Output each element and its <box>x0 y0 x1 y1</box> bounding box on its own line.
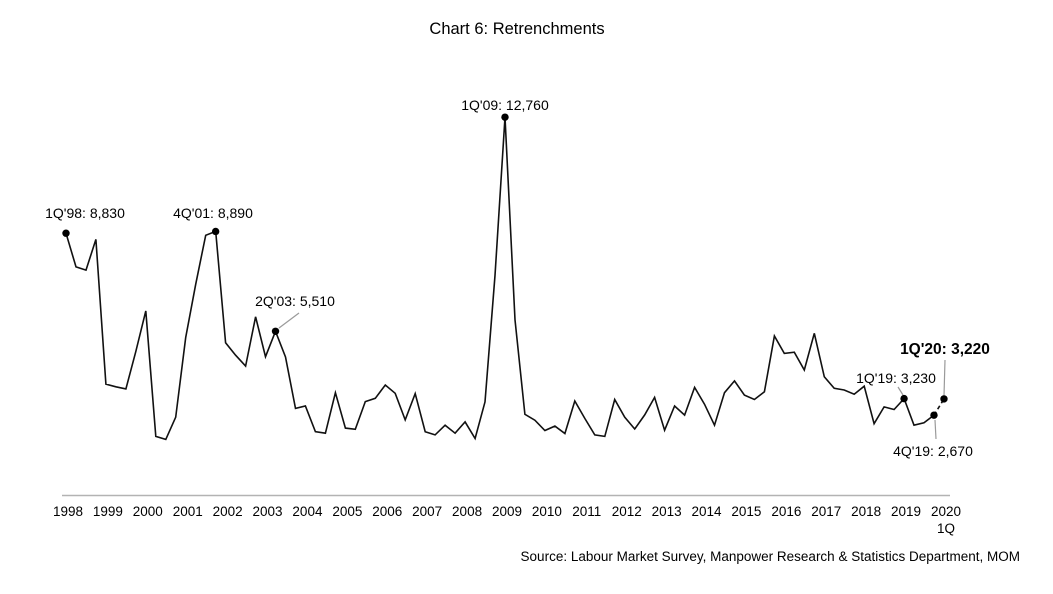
x-axis-label-2004: 2004 <box>292 504 323 519</box>
x-axis-label-2003: 2003 <box>253 504 283 519</box>
x-axis-label-2006: 2006 <box>372 504 402 519</box>
data-point-marker-1q09 <box>501 113 509 121</box>
x-axis-label-2019: 2019 <box>891 504 921 519</box>
x-axis-label-2005: 2005 <box>332 504 362 519</box>
data-point-marker-4q19 <box>930 411 938 419</box>
annotation-label-1q19: 1Q'19: 3,230 <box>856 370 936 386</box>
x-axis-label-2013: 2013 <box>652 504 682 519</box>
x-axis-label-2011: 2011 <box>572 504 601 519</box>
annotation-label-1q20: 1Q'20: 3,220 <box>900 341 990 358</box>
x-axis-label-2018: 2018 <box>851 504 881 519</box>
x-axis-label-2014: 2014 <box>692 504 723 519</box>
data-point-marker-1q98 <box>62 229 70 237</box>
x-axis-label-2009: 2009 <box>492 504 522 519</box>
x-axis-label-2000: 2000 <box>133 504 163 519</box>
x-axis-label-2012: 2012 <box>612 504 642 519</box>
x-axis-label-2001: 2001 <box>173 504 203 519</box>
annotation-label-4q01: 4Q'01: 8,890 <box>173 205 253 221</box>
x-axis-label-2010: 2010 <box>532 504 562 519</box>
x-axis-label-2007: 2007 <box>412 504 442 519</box>
leader-line-4q19 <box>934 419 937 440</box>
source-text: Source: Labour Market Survey, Manpower R… <box>520 549 1020 564</box>
chart-title: Chart 6: Retrenchments <box>429 20 605 38</box>
x-axis-label-1999: 1999 <box>93 504 123 519</box>
annotation-label-1q98: 1Q'98: 8,830 <box>45 205 125 221</box>
data-point-marker-1q20 <box>940 395 948 403</box>
leader-line-1q20 <box>943 359 946 397</box>
x-axis-label-2016: 2016 <box>771 504 801 519</box>
data-point-marker-1q19 <box>900 394 908 403</box>
x-axis-sub-label: 1Q <box>937 521 955 536</box>
x-axis-label-2020: 2020 <box>931 504 961 519</box>
x-axis-label-2017: 2017 <box>811 504 841 519</box>
data-point-marker-2q03 <box>271 327 280 335</box>
data-point-marker-4q01 <box>211 227 220 236</box>
x-axis-label-2008: 2008 <box>452 504 482 519</box>
x-axis-label-2002: 2002 <box>213 504 243 519</box>
leader-line-1q19 <box>897 386 904 396</box>
x-axis-label-2015: 2015 <box>731 504 761 519</box>
leader-line-2q03 <box>278 312 300 329</box>
annotation-label-1q09: 1Q'09: 12,760 <box>461 97 549 113</box>
x-axis-label-1998: 1998 <box>53 504 83 519</box>
retrenchments-line <box>65 117 935 441</box>
annotation-label-2q03: 2Q'03: 5,510 <box>255 293 335 309</box>
annotation-label-4q19: 4Q'19: 2,670 <box>893 443 973 459</box>
